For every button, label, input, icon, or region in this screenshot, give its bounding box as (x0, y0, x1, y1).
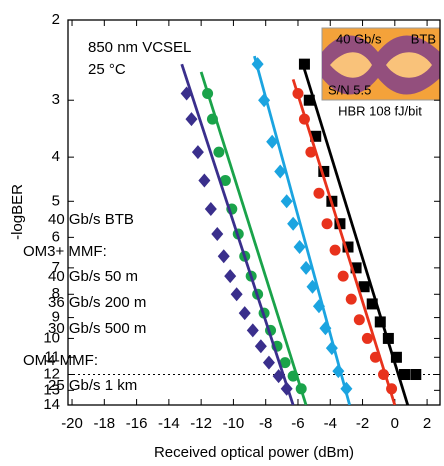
marker (296, 383, 307, 394)
eye-diagram-inset: 40 Gb/s BTB S/N 5.5 (322, 28, 440, 100)
y-tick-label: 14 (43, 396, 60, 413)
marker (375, 316, 386, 327)
marker (192, 145, 204, 159)
marker (410, 369, 421, 380)
marker (252, 57, 264, 71)
x-tick-label: -16 (126, 415, 148, 432)
marker (218, 249, 230, 263)
marker (305, 147, 316, 158)
marker (330, 245, 341, 256)
marker (231, 287, 243, 301)
fit-line (182, 64, 293, 405)
y-tick-label: 3 (52, 91, 60, 108)
y-tick-label: 2 (52, 11, 60, 28)
x-axis-label: Received optical power (dBm) (154, 444, 354, 461)
legend-label: 40 Gb/s 50 m (48, 268, 138, 285)
x-tick-label: -20 (61, 415, 83, 432)
x-tick-label: -18 (93, 415, 115, 432)
marker (367, 298, 378, 309)
marker (391, 352, 402, 363)
marker (287, 217, 299, 231)
marker (299, 59, 310, 70)
y-tick-label: 4 (52, 148, 60, 165)
x-tick-label: 0 (391, 415, 399, 432)
chart: 40 Gb/s BTB S/N 5.5 HBR 108 fJ/bit 850 n… (0, 0, 444, 466)
legend-label: 25 Gb/s 1 km (48, 377, 137, 394)
x-tick-label: -12 (190, 415, 212, 432)
marker (255, 339, 267, 353)
legend-marker (28, 324, 39, 335)
marker (370, 352, 381, 363)
inset-label: BTB (411, 31, 436, 46)
marker (205, 202, 217, 216)
marker (313, 188, 324, 199)
y-axis-label: -logBER (9, 184, 26, 240)
marker (207, 114, 218, 125)
marker (383, 333, 394, 344)
x-tick-label: 2 (423, 415, 431, 432)
marker (263, 356, 275, 370)
marker (299, 114, 310, 125)
marker (198, 173, 210, 187)
marker (281, 194, 293, 208)
annotation: 25 °C (88, 61, 126, 78)
marker (213, 147, 224, 158)
legend-marker (27, 379, 39, 393)
legend-label: 30 Gb/s 500 m (48, 320, 146, 337)
legend-label: 40 Gb/s BTB (48, 211, 134, 228)
marker (346, 294, 357, 305)
y-tick-label: 5 (52, 192, 60, 209)
marker (292, 88, 303, 99)
legend-marker (27, 296, 39, 310)
marker (386, 383, 397, 394)
legend-label: 36 Gb/s 200 m (48, 294, 146, 311)
x-tick-label: -10 (223, 415, 245, 432)
legend-marker (28, 272, 39, 283)
legend-group: OM3+ MMF: (23, 243, 107, 260)
marker (224, 269, 236, 283)
x-tick-label: -2 (356, 415, 369, 432)
annotation: HBR 108 fJ/bit (338, 103, 422, 118)
marker (288, 371, 299, 382)
marker (211, 227, 223, 241)
x-tick-label: -4 (324, 415, 337, 432)
marker (338, 271, 349, 282)
annotation: 850 nm VCSEL (88, 39, 191, 56)
marker (304, 95, 315, 106)
legend-marker (28, 215, 39, 226)
marker (322, 218, 333, 229)
inset-label: S/N 5.5 (328, 82, 371, 97)
marker (378, 369, 389, 380)
marker (239, 306, 251, 320)
marker (340, 382, 352, 396)
marker (247, 323, 259, 337)
x-tick-label: -8 (259, 415, 272, 432)
marker (354, 314, 365, 325)
legend-group: OM4 MMF: (23, 352, 98, 369)
x-tick-label: -14 (158, 415, 180, 432)
marker (202, 88, 213, 99)
inset-label: 40 Gb/s (336, 31, 382, 46)
marker (399, 369, 410, 380)
x-tick-label: -6 (291, 415, 304, 432)
marker (185, 112, 197, 126)
marker (362, 333, 373, 344)
